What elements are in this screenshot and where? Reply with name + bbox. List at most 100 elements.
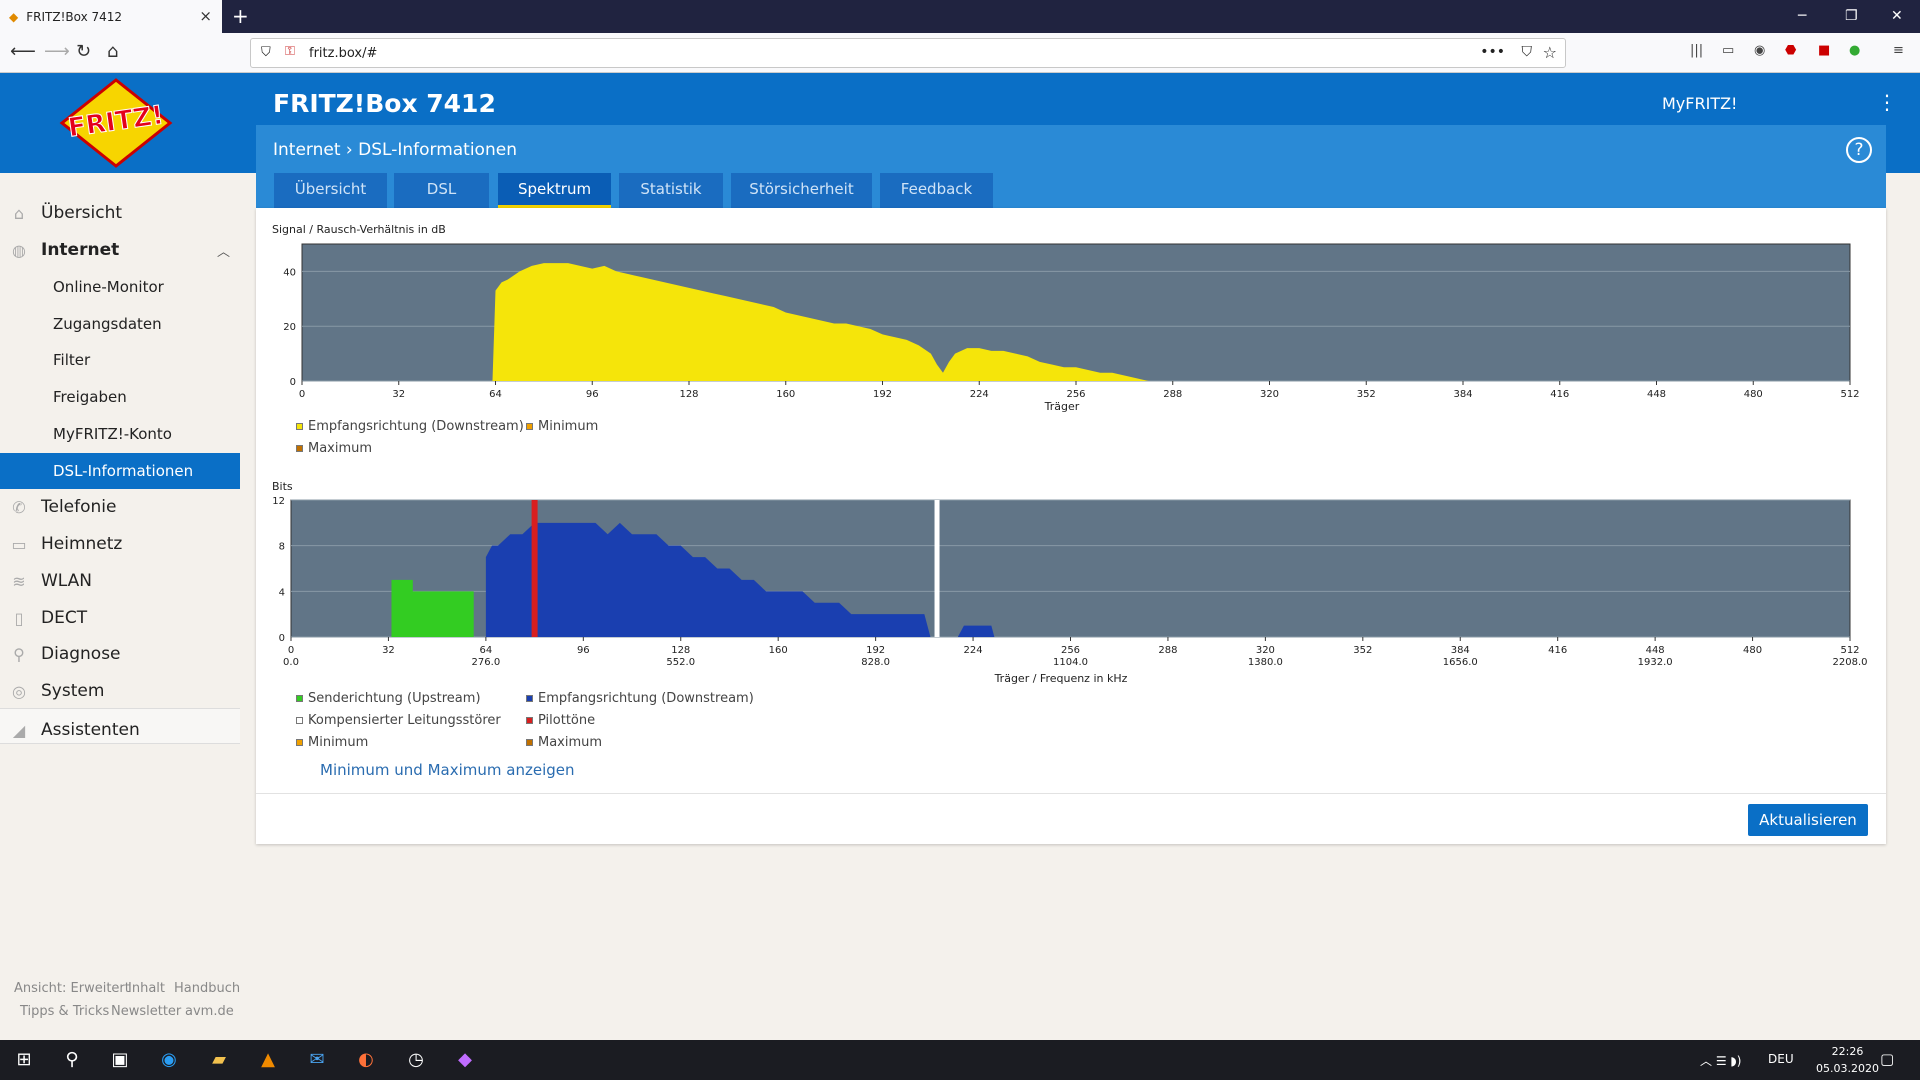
sidebar-item-telefonie[interactable]: ✆ Telefonie	[0, 489, 240, 525]
legend-swatch	[296, 739, 303, 746]
sidebar-item-heimnetz[interactable]: ▭ Heimnetz	[0, 526, 240, 562]
taskbar-clock[interactable]: 22:26 05.03.2020	[1816, 1045, 1879, 1075]
sidebar-item-system[interactable]: ◎ System	[0, 673, 240, 709]
chart2-title: Bits	[272, 480, 293, 493]
forward-icon[interactable]: ⟶	[44, 41, 70, 62]
bookmark-star-icon[interactable]: ☆	[1542, 43, 1557, 62]
fritz-logo[interactable]: FRITZ!	[58, 78, 174, 168]
windows-taskbar: ⊞ ⚲ ▣ ◉ ▰ ▲ ✉ ◐ ◷ ◆ ︿ ☰ ◗) ▢	[0, 1040, 1920, 1080]
maps-icon[interactable]: ◆	[458, 1049, 472, 1070]
fritz-favicon-icon: ◆	[9, 9, 19, 24]
sidebar-item-uebersicht[interactable]: ⌂ Übersicht	[0, 195, 240, 231]
show-min-max-link[interactable]: Minimum und Maximum anzeigen	[320, 761, 575, 779]
x-tick-label: 224	[964, 645, 983, 656]
insecure-lock-icon: ⚿	[285, 44, 295, 59]
footer-ansicht[interactable]: Ansicht: Erweitert	[14, 981, 130, 996]
clock-app-icon[interactable]: ◷	[408, 1049, 424, 1070]
app-icon[interactable]: ◉	[161, 1049, 177, 1070]
legend-swatch	[526, 717, 533, 724]
close-tab-icon[interactable]: ×	[199, 7, 212, 25]
sidebar-sub-dsl-informationen[interactable]: DSL-Informationen	[0, 453, 240, 489]
restore-icon[interactable]: ❐	[1845, 8, 1858, 24]
footer-tipps[interactable]: Tipps & Tricks	[20, 1004, 110, 1019]
vlc-icon[interactable]: ▲	[261, 1049, 275, 1070]
help-icon[interactable]: ?	[1846, 137, 1872, 163]
y-tick-label: 40	[283, 267, 296, 278]
bits-x-axis-label: Träger / Frequenz in kHz	[994, 672, 1128, 684]
y-tick-label: 0	[290, 377, 296, 388]
legend-swatch	[296, 423, 303, 430]
browser-tab-strip: ◆ FRITZ!Box 7412 × + ─ ❐ ✕	[0, 0, 1920, 33]
home-browser-icon[interactable]: ⌂	[107, 41, 119, 62]
tab-spektrum[interactable]: Spektrum	[498, 173, 611, 208]
y-tick-label: 20	[283, 322, 296, 333]
legend-bits-downstream: Empfangsrichtung (Downstream)	[526, 691, 754, 706]
x-tick-label: 512	[1840, 645, 1859, 656]
tab-uebersicht[interactable]: Übersicht	[274, 173, 387, 208]
library-icon[interactable]: |||	[1690, 43, 1704, 58]
x-tick-label: 416	[1550, 389, 1569, 400]
footer-newsletter[interactable]: Newsletter	[111, 1004, 182, 1019]
tray-icons[interactable]: ︿ ☰ ◗)	[1700, 1054, 1742, 1068]
frequency-tick-label: 276.0	[472, 657, 501, 668]
kebab-menu-icon[interactable]: ⋮	[1877, 90, 1897, 114]
pocket-icon[interactable]: ⛉	[1521, 44, 1533, 60]
sidebar-item-assistenten[interactable]: ◢ Assistenten	[0, 712, 240, 748]
snr-chart: 0 32 64 96 128 160 192 224 256 288 320 352 384 416 448…	[283, 243, 1860, 413]
file-explorer-icon[interactable]: ▰	[212, 1049, 226, 1070]
sidebar-sub-myfritz-konto[interactable]: MyFRITZ!-Konto	[53, 425, 172, 443]
legend-bits-maximum: Maximum	[526, 735, 602, 750]
sidebar-sub-freigaben[interactable]: Freigaben	[53, 388, 127, 406]
tab-dsl[interactable]: DSL	[394, 173, 489, 208]
x-tick-label: 64	[489, 389, 502, 400]
task-view-icon[interactable]: ▣	[111, 1049, 129, 1070]
more-actions-icon[interactable]: •••	[1480, 44, 1505, 60]
url-bar[interactable]: ⛉ ⚿ fritz.box/# ••• ⛉ ☆	[250, 38, 1566, 68]
x-tick-label: 480	[1744, 389, 1763, 400]
sidebar-sub-filter[interactable]: Filter	[53, 351, 91, 369]
x-tick-label: 32	[382, 645, 395, 656]
chevron-up-icon[interactable]: ︿	[216, 244, 230, 260]
sidebar-item-diagnose[interactable]: ⚲ Diagnose	[0, 636, 240, 672]
mail-icon[interactable]: ✉	[309, 1049, 325, 1070]
footer-handbuch[interactable]: Handbuch	[174, 981, 241, 996]
extension2-icon[interactable]: ●	[1849, 43, 1861, 58]
tab-stoersicherheit[interactable]: Störsicherheit	[731, 173, 872, 208]
language-indicator[interactable]: DEU	[1768, 1052, 1794, 1066]
minimize-icon[interactable]: ─	[1798, 8, 1807, 24]
account-icon[interactable]: ◉	[1754, 43, 1766, 58]
aktualisieren-button[interactable]: Aktualisieren	[1748, 804, 1868, 836]
tab-statistik[interactable]: Statistik	[619, 173, 723, 208]
legend-minimum: Minimum	[526, 419, 598, 434]
search-icon[interactable]: ⚲	[65, 1049, 79, 1070]
sidebar-toggle-icon[interactable]: ▭	[1722, 43, 1735, 58]
menu-icon[interactable]: ≡	[1893, 43, 1904, 58]
reload-icon[interactable]: ↻	[76, 41, 92, 62]
tab-feedback[interactable]: Feedback	[880, 173, 993, 208]
sidebar-item-wlan[interactable]: ≋ WLAN	[0, 563, 240, 599]
footer-avm[interactable]: avm.de	[185, 1004, 234, 1019]
x-tick-label: 384	[1453, 389, 1472, 400]
sidebar-item-dect[interactable]: ▯ DECT	[0, 600, 240, 636]
browser-toolbar: ⟵ ⟶ ↻ ⌂ ⛉ ⚿ fritz.box/# ••• ⛉ ☆ ||| ▭ ◉ …	[0, 33, 1920, 73]
notifications-icon[interactable]: ▢	[1880, 1050, 1895, 1068]
windows-start-icon[interactable]: ⊞	[16, 1049, 32, 1070]
frequency-tick-label: 0.0	[283, 657, 299, 668]
sidebar-sub-online-monitor[interactable]: Online-Monitor	[53, 278, 164, 296]
sidebar-item-internet[interactable]: ◍ Internet ︿	[0, 232, 240, 268]
back-icon[interactable]: ⟵	[10, 41, 36, 62]
close-window-icon[interactable]: ✕	[1891, 8, 1903, 24]
sidebar-sub-zugangsdaten[interactable]: Zugangsdaten	[53, 315, 162, 333]
y-tick-label: 4	[279, 587, 285, 598]
myfritz-link[interactable]: MyFRITZ!	[1662, 94, 1738, 113]
breadcrumb-parent[interactable]: Internet	[273, 140, 341, 160]
adblock-icon[interactable]: ⬣	[1785, 43, 1797, 58]
footer-inhalt[interactable]: Inhalt	[128, 981, 165, 996]
firefox-icon[interactable]: ◐	[358, 1049, 374, 1070]
new-tab-icon[interactable]: +	[232, 4, 249, 28]
x-tick-label: 288	[1163, 389, 1182, 400]
extension-icon[interactable]: ■	[1818, 43, 1831, 58]
pilot-tone-bar	[531, 500, 538, 637]
x-tick-label: 256	[1061, 645, 1080, 656]
browser-tab[interactable]: ◆ FRITZ!Box 7412 ×	[0, 0, 222, 33]
